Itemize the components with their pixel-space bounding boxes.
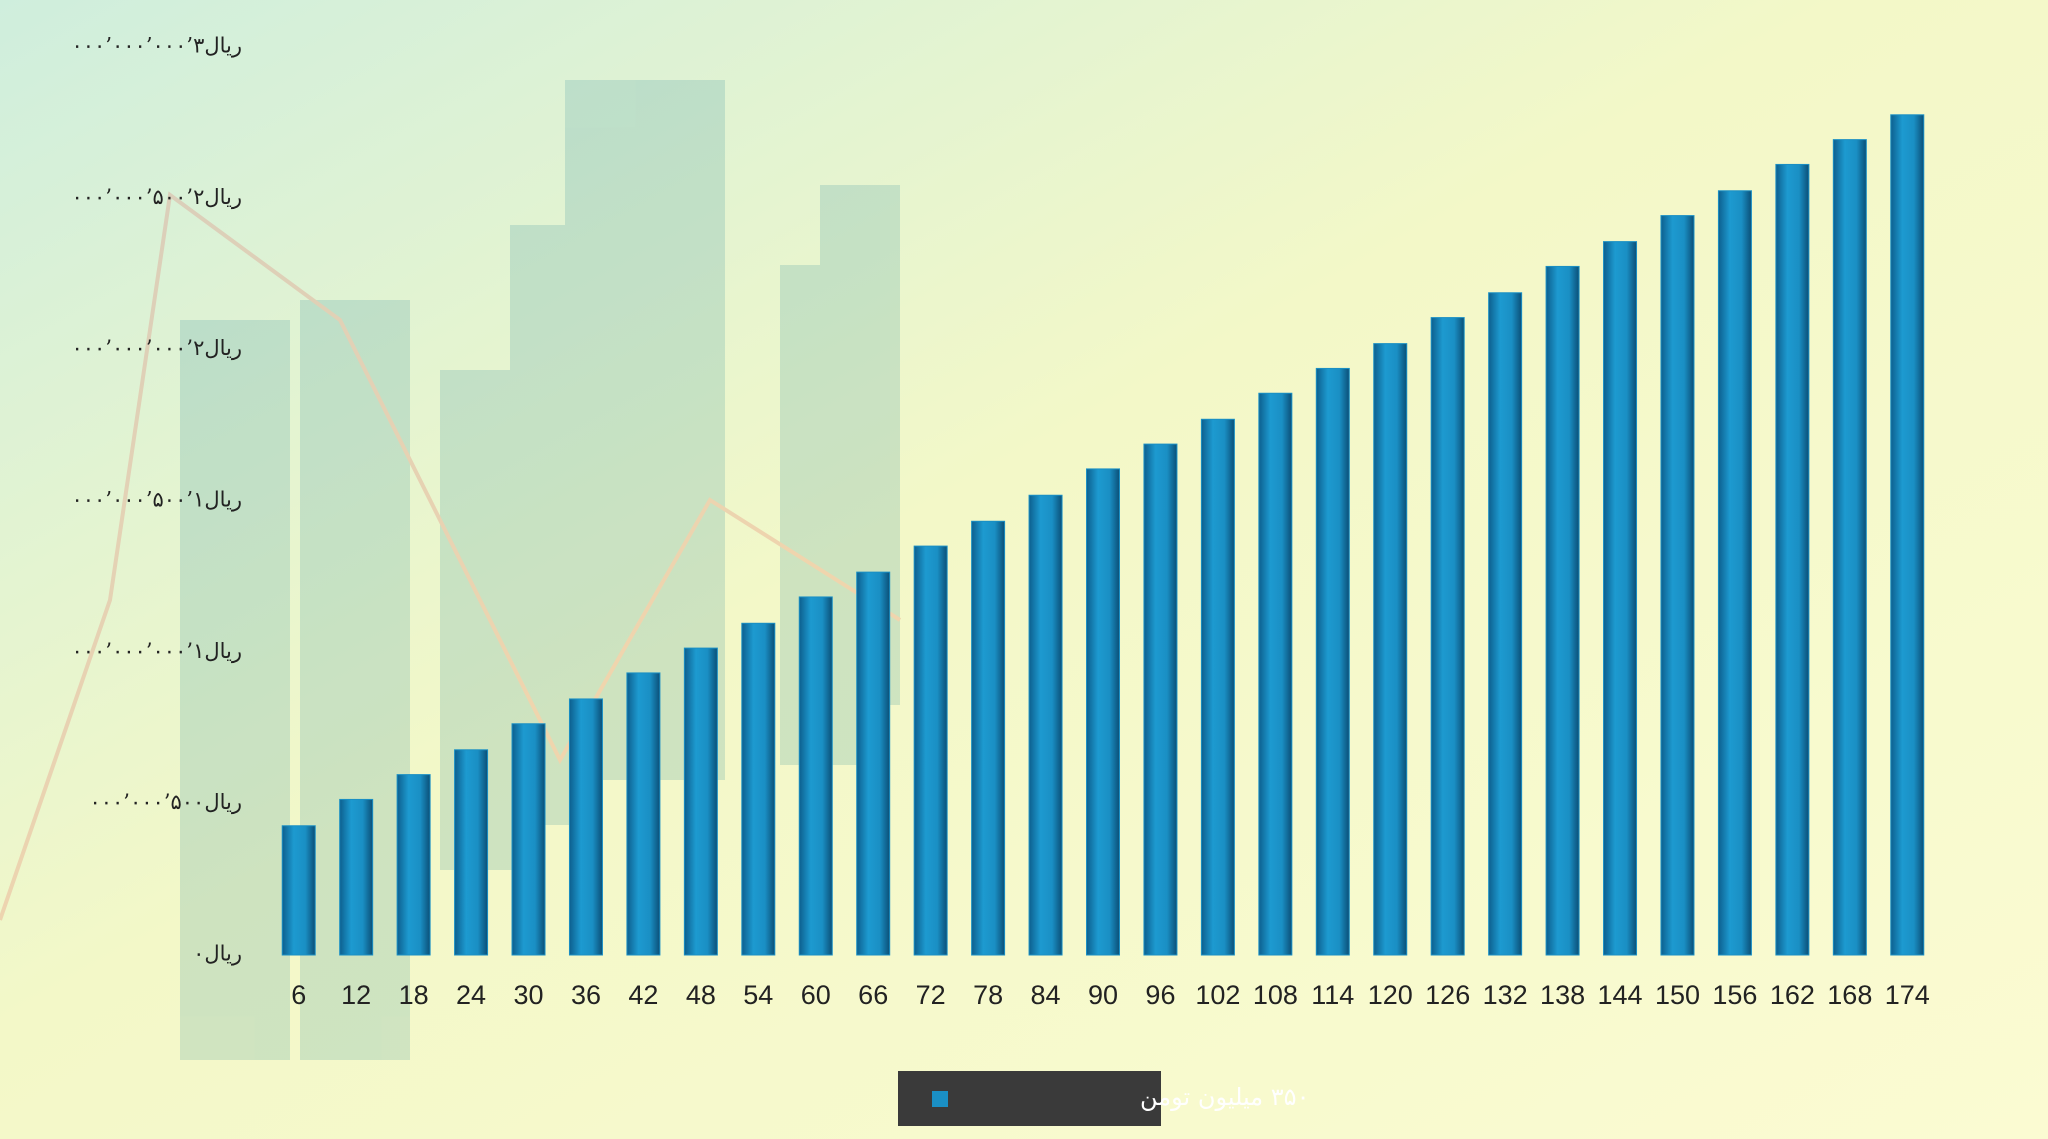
bar [339, 798, 374, 956]
x-tick-label: 114 [1311, 980, 1354, 1010]
bar [281, 825, 316, 956]
x-tick-label: 102 [1195, 980, 1240, 1010]
x-tick-label: 138 [1540, 980, 1585, 1010]
bar [1028, 494, 1063, 956]
x-tick-label: 90 [1088, 980, 1118, 1010]
bar [913, 545, 948, 956]
x-tick-label: 72 [916, 980, 946, 1010]
bar [1200, 418, 1235, 956]
bar [511, 723, 546, 956]
bar [1488, 292, 1523, 956]
bar [1430, 317, 1465, 956]
bar [683, 647, 718, 956]
x-tick-label: 18 [399, 980, 429, 1010]
bar [1660, 215, 1695, 956]
bar [1890, 114, 1925, 956]
bar [798, 596, 833, 956]
bar [1717, 190, 1752, 956]
x-tick-label: 78 [973, 980, 1003, 1010]
bar [626, 672, 661, 956]
x-tick-label: 84 [1031, 980, 1061, 1010]
bar [741, 622, 776, 956]
x-tick-label: 66 [858, 980, 888, 1010]
x-tick-label: 156 [1712, 980, 1757, 1010]
x-tick-label: 168 [1827, 980, 1872, 1010]
y-tick-label: ریال۵۰۰’۰۰۰’۰۰۰ [89, 790, 242, 815]
y-tick-label: ریال۱’۵۰۰’۰۰۰’۰۰۰ [71, 488, 242, 513]
x-tick-label: 120 [1368, 980, 1413, 1010]
x-tick-label: 144 [1598, 980, 1643, 1010]
x-tick-label: 60 [801, 980, 831, 1010]
y-tick-label: ریال۱’۰۰۰’۰۰۰’۰۰۰ [71, 639, 242, 664]
x-tick-label: 48 [686, 980, 716, 1010]
x-tick-label: 42 [628, 980, 658, 1010]
bar [1603, 241, 1638, 956]
x-tick-label: 174 [1885, 980, 1930, 1010]
x-tick-label: 96 [1145, 980, 1175, 1010]
bar [1258, 392, 1293, 956]
x-tick-label: 30 [513, 980, 543, 1010]
x-tick-label: 132 [1483, 980, 1528, 1010]
x-tick-label: 150 [1655, 980, 1700, 1010]
bar [454, 749, 489, 956]
bar [1373, 343, 1408, 956]
y-tick-label: ریال۳’۰۰۰’۰۰۰’۰۰۰ [71, 34, 242, 59]
legend-label: ۳۵۰ میلیون تومن [1140, 1083, 1309, 1111]
x-tick-label: 36 [571, 980, 601, 1010]
x-tick-label: 6 [291, 980, 306, 1010]
bar [1832, 139, 1867, 956]
bar [856, 571, 891, 956]
y-tick-label: ریال۲’۰۰۰’۰۰۰’۰۰۰ [71, 336, 242, 361]
y-tick-label: ریال۰ [193, 942, 242, 967]
x-tick-label: 54 [743, 980, 773, 1010]
bar [1545, 265, 1580, 956]
bar [568, 698, 603, 956]
x-tick-label: 162 [1770, 980, 1815, 1010]
bar [396, 774, 431, 956]
x-tick-label: 108 [1253, 980, 1298, 1010]
y-tick-label: ریال۲’۵۰۰’۰۰۰’۰۰۰ [71, 185, 242, 210]
bar [1775, 163, 1810, 956]
x-tick-label: 12 [341, 980, 371, 1010]
bar [971, 520, 1006, 956]
legend-swatch [932, 1091, 948, 1107]
bar [1086, 468, 1120, 956]
bar [1315, 367, 1350, 956]
bar [1143, 443, 1178, 956]
x-tick-label: 24 [456, 980, 486, 1010]
x-tick-label: 126 [1425, 980, 1470, 1010]
